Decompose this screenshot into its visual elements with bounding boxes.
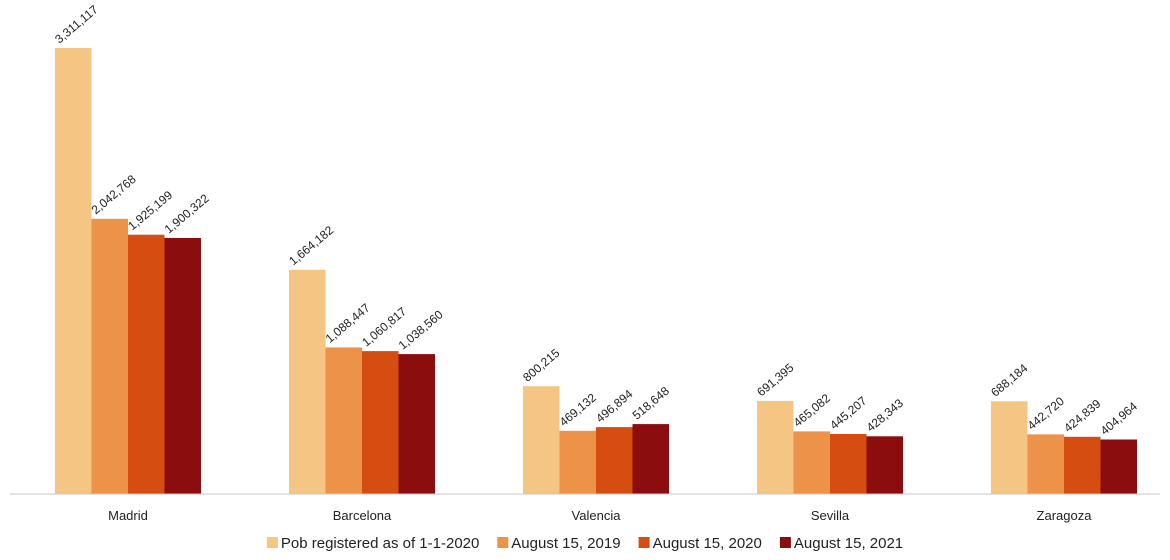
legend-item: Pob registered as of 1-1-2020: [267, 535, 479, 552]
data-label: 469,132: [557, 390, 599, 429]
data-label: 465,082: [791, 391, 833, 430]
data-label: 442,720: [1025, 394, 1067, 433]
legend-label: August 15, 2020: [653, 535, 762, 552]
data-label: 518,648: [630, 384, 672, 423]
data-label: 496,894: [593, 387, 635, 426]
bar-zaragoza-series-2: [1028, 434, 1065, 494]
bar-sevilla-series-1: [757, 401, 794, 494]
bar-zaragoza-series-3: [1064, 437, 1101, 494]
legend-swatch: [780, 537, 791, 548]
legend-item: August 15, 2020: [639, 535, 762, 552]
legend: Pob registered as of 1-1-2020 August 15, …: [267, 535, 903, 552]
x-tick-label: Zaragoza: [1037, 508, 1093, 523]
data-label: 424,839: [1061, 396, 1103, 435]
legend-label: August 15, 2021: [794, 535, 903, 552]
legend-item: August 15, 2021: [780, 535, 903, 552]
bar-madrid-series-3: [128, 235, 165, 494]
data-label: 1,664,182: [286, 223, 336, 268]
bar-zaragoza-series-4: [1101, 440, 1138, 495]
x-tick-label: Barcelona: [333, 508, 392, 523]
data-label: 2,042,768: [89, 172, 139, 217]
bar-valencia-series-2: [560, 431, 597, 494]
data-label: 428,343: [864, 396, 906, 435]
data-labels-group: 3,311,1172,042,7681,925,1991,900,3221,66…: [52, 2, 1140, 438]
bar-zaragoza-series-1: [991, 401, 1028, 494]
bar-madrid-series-1: [55, 48, 92, 494]
bar-madrid-series-4: [165, 238, 202, 494]
bar-barcelona-series-2: [326, 347, 363, 494]
legend-item: August 15, 2019: [497, 535, 620, 552]
bar-sevilla-series-3: [830, 434, 867, 494]
data-label: 404,964: [1098, 399, 1140, 438]
bar-valencia-series-1: [523, 386, 560, 494]
legend-swatch: [497, 537, 508, 548]
data-label: 3,311,117: [52, 2, 101, 46]
data-label: 800,215: [520, 346, 562, 385]
legend-swatch: [639, 537, 650, 548]
data-label: 691,395: [754, 360, 796, 399]
bar-sevilla-series-2: [794, 431, 831, 494]
bar-sevilla-series-4: [867, 436, 904, 494]
legend-swatch: [267, 537, 278, 548]
x-tick-labels-group: Madrid Barcelona Valencia Sevilla Zaragoza: [108, 508, 1092, 523]
bar-madrid-series-2: [92, 219, 129, 494]
bars-group: [55, 48, 1137, 494]
x-tick-label: Madrid: [108, 508, 148, 523]
legend-label: August 15, 2019: [511, 535, 620, 552]
x-tick-label: Valencia: [572, 508, 622, 523]
bar-barcelona-series-4: [399, 354, 436, 494]
data-label: 688,184: [988, 361, 1030, 400]
x-tick-label: Sevilla: [811, 508, 850, 523]
bar-barcelona-series-3: [362, 351, 399, 494]
bar-barcelona-series-1: [289, 270, 326, 494]
bar-valencia-series-4: [633, 424, 670, 494]
bar-valencia-series-3: [596, 427, 633, 494]
legend-label: Pob registered as of 1-1-2020: [281, 535, 479, 552]
data-label: 445,207: [827, 393, 869, 432]
